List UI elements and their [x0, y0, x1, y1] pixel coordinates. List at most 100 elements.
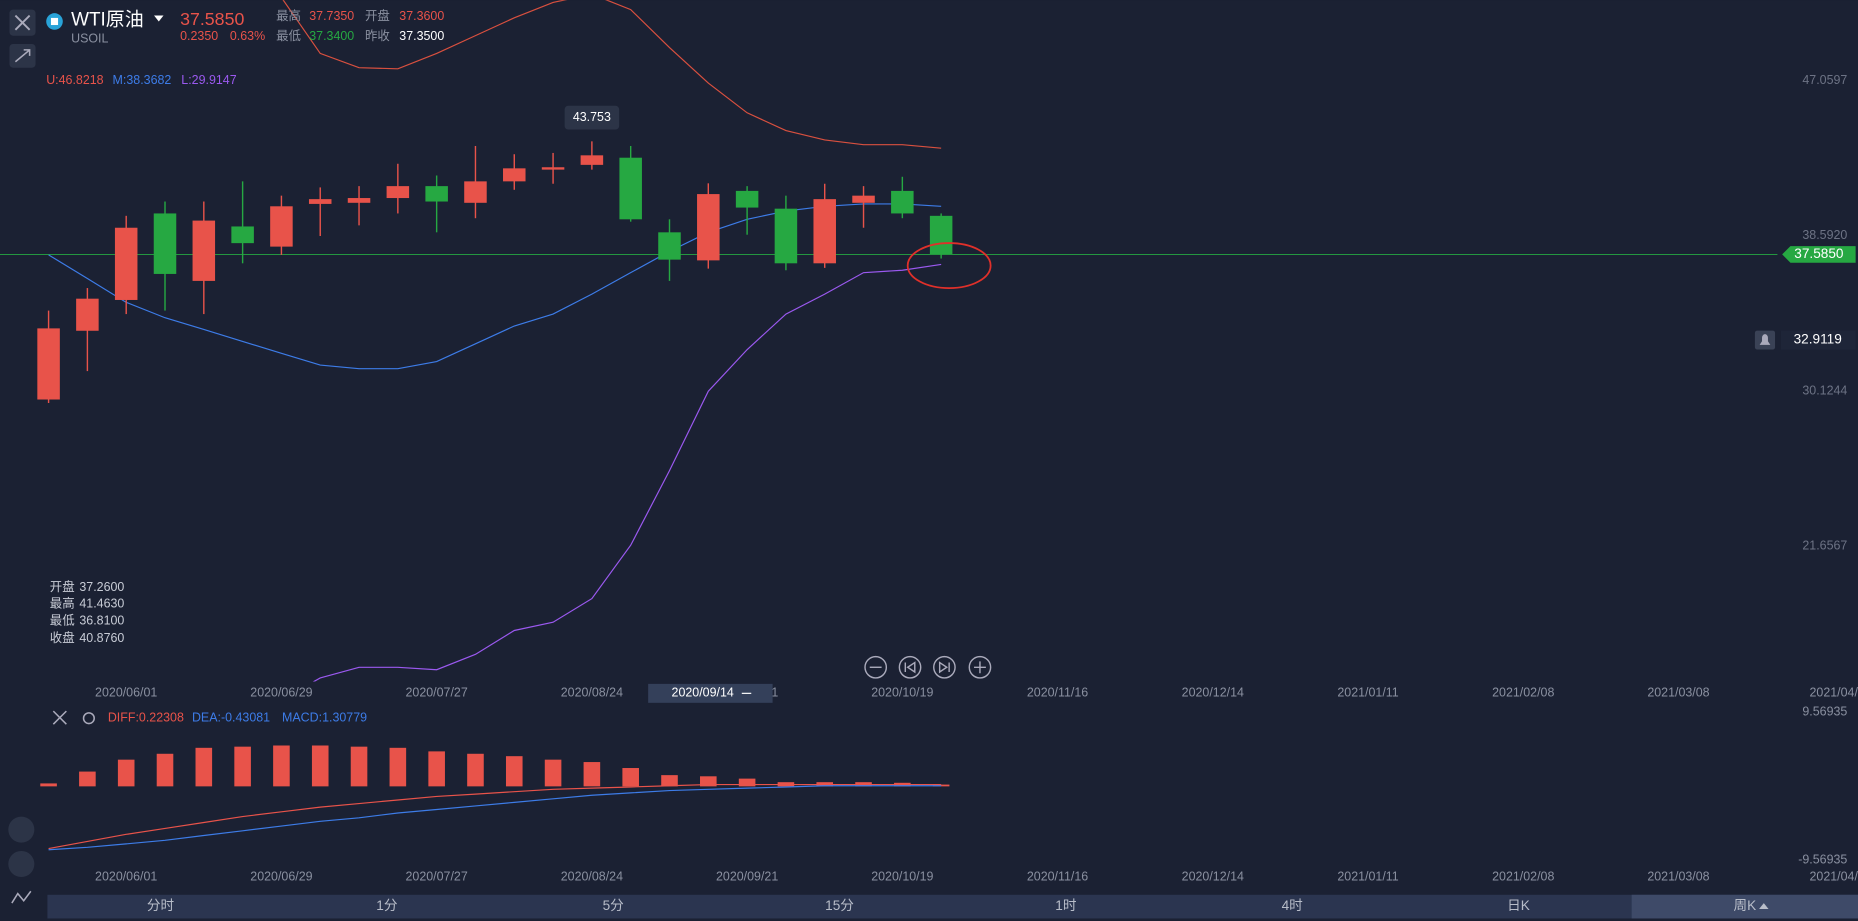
- plus-icon: [974, 661, 986, 674]
- candle-body: [580, 155, 604, 165]
- tooltip-box: [564, 105, 620, 130]
- x-tick-label: 2021/03/08: [1647, 686, 1709, 700]
- symbol-name[interactable]: WTI原油: [71, 8, 144, 30]
- boll-line: [282, 0, 942, 149]
- x-tick-label: 2020/12/14: [1182, 869, 1244, 883]
- tab[interactable]: 周K: [1733, 898, 1756, 913]
- alert-price: 32.9119: [1794, 332, 1842, 347]
- stat-label: 开盘: [365, 8, 390, 23]
- macd-bar: [311, 745, 329, 787]
- macd-settings[interactable]: [82, 712, 95, 725]
- hover-info: 开盘 37.2600 最高 41.4630 最低 36.8100 收盘 40.8760: [50, 579, 125, 645]
- macd-tick-label: 9.56935: [1802, 705, 1847, 719]
- macd-bar: [234, 746, 251, 787]
- stat-value: 37.3600: [399, 9, 444, 23]
- macd-bar: [467, 753, 484, 787]
- macd-value-label: MACD:1.30779: [282, 711, 367, 725]
- tab[interactable]: 15分: [825, 898, 854, 913]
- dropdown-arrow[interactable]: [154, 15, 164, 22]
- candle-body: [425, 186, 448, 202]
- candle-body: [37, 328, 60, 400]
- macd-bar: [428, 751, 445, 787]
- candle-body: [270, 206, 293, 247]
- macd-bar: [117, 759, 135, 787]
- candle-body: [658, 232, 681, 260]
- hover-label: 最低: [50, 613, 75, 627]
- tab[interactable]: 分时: [147, 898, 175, 913]
- x-tick-label: 2021/01/11: [1337, 686, 1398, 700]
- candle-body: [735, 190, 759, 208]
- macd-bar: [583, 762, 601, 787]
- bell-icon: [1759, 334, 1771, 345]
- candle-body: [774, 208, 798, 264]
- stat-label: 最高: [276, 8, 301, 23]
- macd-bar: [195, 747, 213, 787]
- x-tick-label: 2020/07/27: [406, 686, 468, 700]
- stat-value: 37.3500: [399, 29, 444, 43]
- candle-body: [308, 199, 332, 204]
- hover-value: 37.2600: [79, 580, 124, 594]
- macd-close[interactable]: [52, 710, 67, 725]
- x-tick-label: 2021/02/08: [1492, 869, 1554, 883]
- candle-body: [153, 213, 177, 274]
- macd-bar: [738, 778, 756, 787]
- macd-bar: [700, 776, 717, 787]
- tab-bar: [47, 894, 1858, 919]
- macd-diff-label: DIFF:0.22308: [108, 711, 184, 725]
- crosshair-date: 2020/09/14: [672, 686, 734, 700]
- candle-body: [114, 227, 138, 300]
- stat-value: 37.3400: [309, 29, 354, 43]
- tool-button[interactable]: [8, 850, 35, 878]
- to-start[interactable]: [898, 655, 922, 679]
- y-tick-label: 38.5920: [1802, 228, 1847, 242]
- tab[interactable]: 1时: [1055, 898, 1077, 913]
- x-tick-label: 2020/06/29: [250, 869, 312, 883]
- macd-bar: [79, 771, 96, 787]
- x-tick-label: 2020/06/01: [95, 686, 157, 700]
- chart-layer: 47.0597 38.5920 30.1244 21.6567 9.56935 -9.56…: [0, 0, 1858, 883]
- candle-body: [231, 226, 254, 244]
- hover-label: 开盘: [50, 579, 75, 594]
- x-tick-label: 2021/04/: [1809, 869, 1858, 883]
- highlight-circle: [906, 242, 992, 289]
- crosshair-box: [648, 683, 773, 703]
- tab[interactable]: 日K: [1507, 898, 1530, 913]
- hover-label: 最高: [50, 596, 75, 611]
- indicator-button[interactable]: [11, 890, 32, 904]
- x-tick-label: 2020/12/14: [1182, 686, 1244, 700]
- tab[interactable]: 4时: [1282, 898, 1304, 913]
- zoom-out[interactable]: [864, 655, 888, 679]
- alert-box: [1780, 330, 1856, 350]
- macd-bar: [661, 775, 678, 787]
- macd-bar: [544, 759, 562, 787]
- x-tick-label: 2020/11/16: [1027, 869, 1088, 883]
- x-tick-label: 2020/06/01: [95, 869, 157, 883]
- tabs: 分时 1分 5分 15分 1时 4时 日K 周K: [147, 894, 1858, 919]
- tab[interactable]: 1分: [376, 898, 398, 913]
- start-icon: [904, 661, 916, 674]
- stat-value: 37.7350: [309, 9, 354, 23]
- x-tick-label: 2020/08/24: [561, 686, 623, 700]
- macd-bar: [622, 768, 639, 787]
- candle-body: [619, 157, 642, 220]
- zoom-in[interactable]: [968, 655, 992, 679]
- candle-body: [541, 167, 565, 170]
- tab-arrow: [1759, 903, 1769, 910]
- tool-button[interactable]: [8, 816, 35, 843]
- x-tick-label: 2021/04/: [1809, 686, 1858, 700]
- macd-tick-label: -9.56935: [1798, 853, 1847, 867]
- tab[interactable]: 5分: [603, 898, 625, 913]
- to-end[interactable]: [933, 655, 956, 679]
- boll-upper: U:46.8218: [46, 73, 103, 87]
- macd-dea-label: DEA:-0.43081: [192, 711, 270, 725]
- x-tick-label: 2020/06/29: [250, 686, 312, 700]
- candle-body: [192, 220, 216, 281]
- x-tick-label: 2021/02/08: [1492, 686, 1554, 700]
- macd-dea-line: [48, 785, 942, 851]
- price-change: 0.2350: [180, 29, 218, 43]
- boll-line: [312, 263, 942, 682]
- candle-body: [76, 298, 99, 331]
- macd-bar: [350, 746, 368, 787]
